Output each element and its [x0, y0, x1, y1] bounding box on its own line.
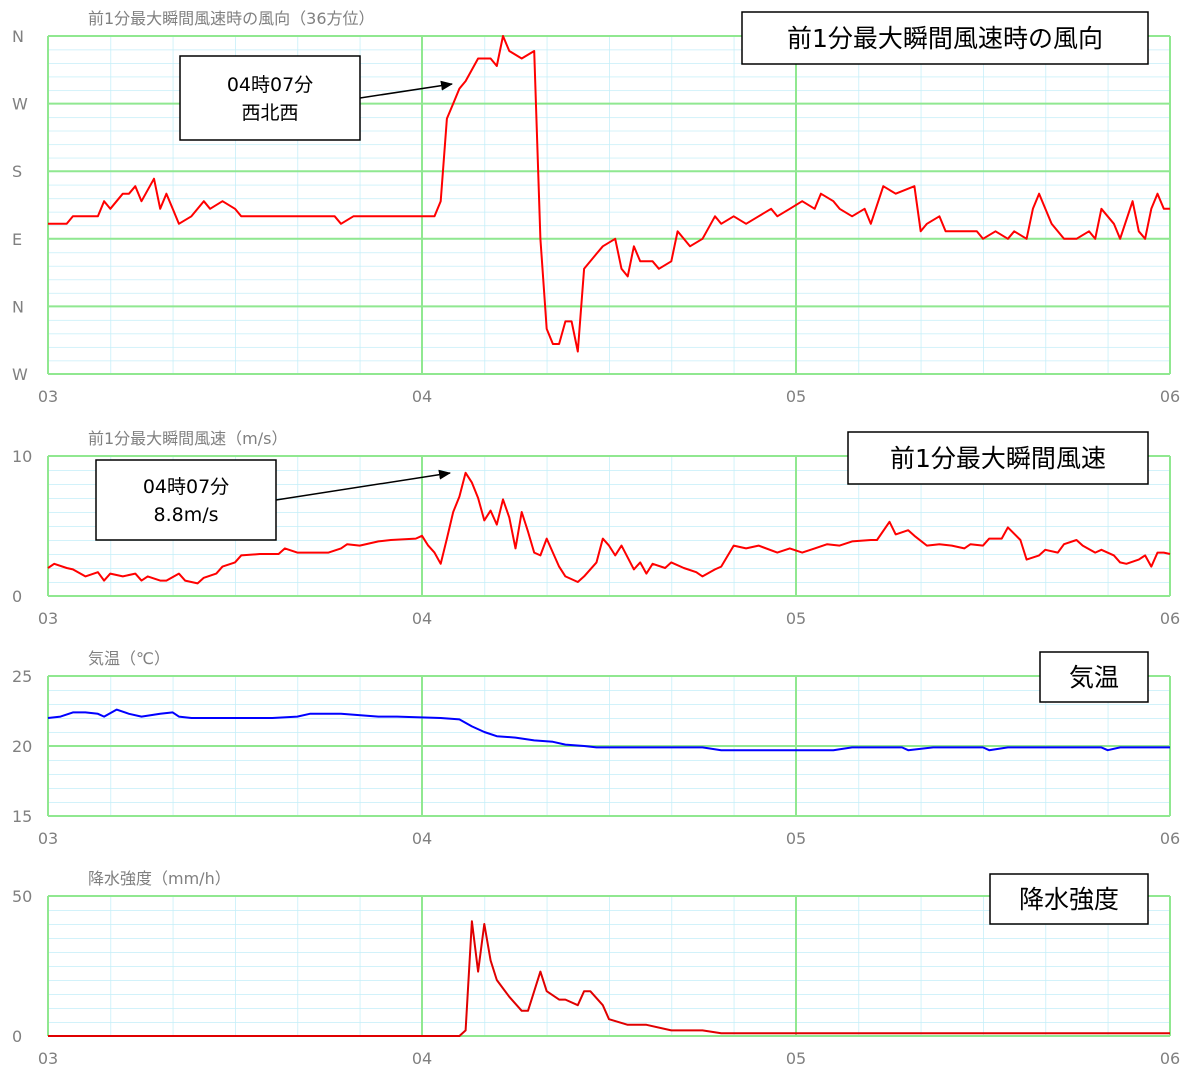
y-tick-label: 25: [12, 667, 32, 686]
x-tick-label: 06: [1160, 829, 1180, 848]
annotation-text: 04時07分: [143, 476, 229, 498]
x-tick-label: 05: [786, 1049, 806, 1068]
label-box: [989, 873, 1149, 925]
y-tick-label: S: [12, 162, 22, 181]
plot-area: [48, 896, 1170, 1036]
annotation-box: [179, 55, 361, 141]
annotation-box: [95, 459, 277, 541]
data-line: [47, 471, 1171, 585]
x-tick-label: 06: [1160, 1049, 1180, 1068]
x-tick-label: 06: [1160, 387, 1180, 406]
annotation-text: 西北西: [241, 102, 298, 124]
x-tick-label: 05: [786, 829, 806, 848]
annotation-arrow: [275, 469, 451, 501]
label-text: 降水強度: [1019, 885, 1119, 914]
x-tick-label: 04: [412, 609, 432, 628]
label-text: 前1分最大瞬間風速時の風向: [787, 24, 1103, 53]
x-tick-label: 03: [38, 609, 58, 628]
y-tick-label: N: [12, 297, 24, 316]
label-box: [1039, 651, 1149, 703]
x-tick-label: 03: [38, 387, 58, 406]
data-line: [48, 920, 1170, 1037]
label-box: [741, 11, 1149, 65]
x-tick-label: 04: [412, 829, 432, 848]
chart-title: 前1分最大瞬間風速時の風向（36方位）: [88, 9, 375, 28]
y-tick-label: 20: [12, 737, 32, 756]
y-tick-label: W: [12, 95, 28, 114]
y-tick-label: 10: [12, 447, 32, 466]
y-tick-label: E: [12, 230, 22, 249]
x-tick-label: 06: [1160, 609, 1180, 628]
annotation-text: 04時07分: [227, 74, 313, 96]
annotation-text: 8.8m/s: [153, 504, 218, 526]
chart-title: 前1分最大瞬間風速（m/s）: [88, 429, 288, 448]
x-tick-label: 03: [38, 829, 58, 848]
annotation-arrow: [359, 80, 453, 99]
x-tick-label: 03: [38, 1049, 58, 1068]
x-tick-label: 04: [412, 387, 432, 406]
y-tick-label: 50: [12, 887, 32, 906]
data-line: [47, 708, 1170, 752]
chart-title: 気温（℃）: [88, 649, 170, 668]
y-tick-label: 0: [12, 1027, 22, 1046]
chart-title: 降水強度（mm/h）: [88, 869, 231, 888]
label-box: [847, 431, 1149, 485]
y-tick-label: 0: [12, 587, 22, 606]
y-tick-label: N: [12, 27, 24, 46]
label-text: 前1分最大瞬間風速: [890, 444, 1106, 473]
x-tick-label: 05: [786, 387, 806, 406]
data-line: [48, 35, 1170, 353]
label-text: 気温: [1069, 663, 1119, 692]
x-tick-label: 05: [786, 609, 806, 628]
y-tick-label: W: [12, 365, 28, 384]
x-tick-label: 04: [412, 1049, 432, 1068]
y-tick-label: 15: [12, 807, 32, 826]
